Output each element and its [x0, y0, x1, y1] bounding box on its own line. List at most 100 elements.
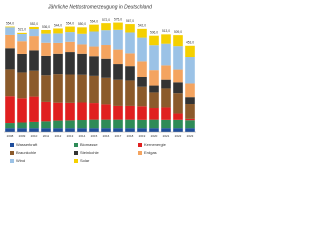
bar-segment [17, 33, 27, 42]
bar-segment [113, 49, 123, 65]
bar-segment [5, 26, 15, 28]
bar-segment [173, 93, 183, 114]
bar-segment [113, 105, 123, 120]
legend-label: Steinkohle [80, 150, 99, 155]
bar-segment [173, 69, 183, 83]
bar-segment [89, 31, 99, 47]
bar-segment [113, 128, 123, 132]
bar-segment [161, 79, 171, 89]
total-label: 513,0 [162, 29, 170, 33]
bar-segment [161, 88, 171, 108]
x-tick-label: 2015 [91, 134, 98, 138]
bar-segment [89, 103, 99, 120]
chart-title: Jährliche Nettostromerzeugung in Deutsch… [47, 4, 152, 10]
bar-segment [173, 35, 183, 47]
bar-segment [89, 75, 99, 104]
bar-segment [89, 119, 99, 129]
bar-segment [89, 46, 99, 57]
bar-segment [29, 36, 39, 51]
bar-segment [113, 79, 123, 106]
bar-segment [113, 64, 123, 80]
bar-segment [77, 27, 87, 34]
x-tick-label: 2020 [151, 134, 158, 138]
legend-swatch [10, 159, 14, 163]
bar-segment [5, 27, 15, 35]
bar-segment [53, 128, 63, 132]
x-tick-label: 2022 [175, 134, 182, 138]
bar-segment [149, 108, 159, 120]
bar-segment [149, 35, 159, 46]
total-label: 453,0 [186, 41, 194, 45]
bar-segment [53, 42, 63, 54]
x-tick-label: 2018 [127, 134, 134, 138]
total-label: 572,0 [102, 18, 110, 22]
bar-segment [149, 85, 159, 93]
bar-segment [125, 119, 135, 129]
bar-segment [41, 75, 51, 102]
x-tick-label: 2016 [103, 134, 110, 138]
total-label: 509,0 [174, 30, 182, 34]
bar-segment [113, 22, 123, 30]
bar-segment [125, 128, 135, 132]
bar-segment [125, 80, 135, 106]
bar-segment [17, 128, 27, 132]
bar-segment [17, 98, 27, 123]
x-tick-label: 2023 [187, 134, 194, 138]
bar-segment [5, 96, 15, 124]
bar-segment [5, 34, 15, 49]
bar-segment [101, 58, 111, 78]
bar-segment [77, 120, 87, 129]
bar-segment [53, 120, 63, 129]
bar-segment [89, 56, 99, 76]
bar-segment [101, 45, 111, 59]
bar-segment [185, 97, 195, 105]
x-tick-label: 2010 [31, 134, 38, 138]
x-tick-label: 2019 [139, 134, 146, 138]
x-tick-label: 2012 [55, 134, 62, 138]
bar-segment [53, 33, 63, 43]
bar-segment [185, 83, 195, 98]
bar-segment [101, 77, 111, 105]
bar-segment [77, 33, 87, 45]
bar-segment [17, 41, 27, 54]
x-tick-label: 2017 [115, 134, 122, 138]
bar-segment [185, 57, 195, 84]
legend-label: Erdgas [144, 150, 157, 155]
legend-swatch [138, 151, 142, 155]
bar-segment [185, 104, 195, 119]
bar-segment [185, 45, 195, 58]
bar-segment [17, 32, 27, 34]
bar-segment [17, 53, 27, 73]
bar-segment [173, 113, 183, 120]
bar-segment [41, 55, 51, 76]
bar-segment [137, 61, 147, 77]
bar-segment [137, 119, 147, 129]
bar-segment [137, 28, 147, 38]
legend-label: Wind [16, 158, 25, 163]
x-tick-label: 2021 [163, 134, 170, 138]
bar-segment [161, 119, 171, 129]
x-tick-label: 2008 [7, 134, 14, 138]
bar-segment [161, 65, 171, 80]
legend-swatch [138, 143, 142, 147]
bar-segment [125, 32, 135, 54]
total-label: 536,0 [42, 25, 50, 29]
bar-segment [113, 119, 123, 129]
bar-segment [113, 29, 123, 50]
total-label: 550,0 [78, 22, 86, 26]
bar-segment [173, 119, 183, 129]
bar-segment [101, 23, 111, 31]
bar-segment [53, 53, 63, 75]
legend-swatch [74, 143, 78, 147]
bar-segment [29, 29, 39, 37]
bar-segment [65, 74, 75, 103]
bar-segment [29, 121, 39, 129]
total-label: 521,0 [18, 28, 26, 32]
bar-segment [29, 70, 39, 97]
legend-label: Biomasse [80, 142, 98, 147]
total-label: 567,0 [126, 19, 134, 23]
bar-segment [77, 102, 87, 121]
bar-segment [65, 102, 75, 121]
bar-segment [185, 120, 195, 129]
bar-segment [53, 74, 63, 103]
